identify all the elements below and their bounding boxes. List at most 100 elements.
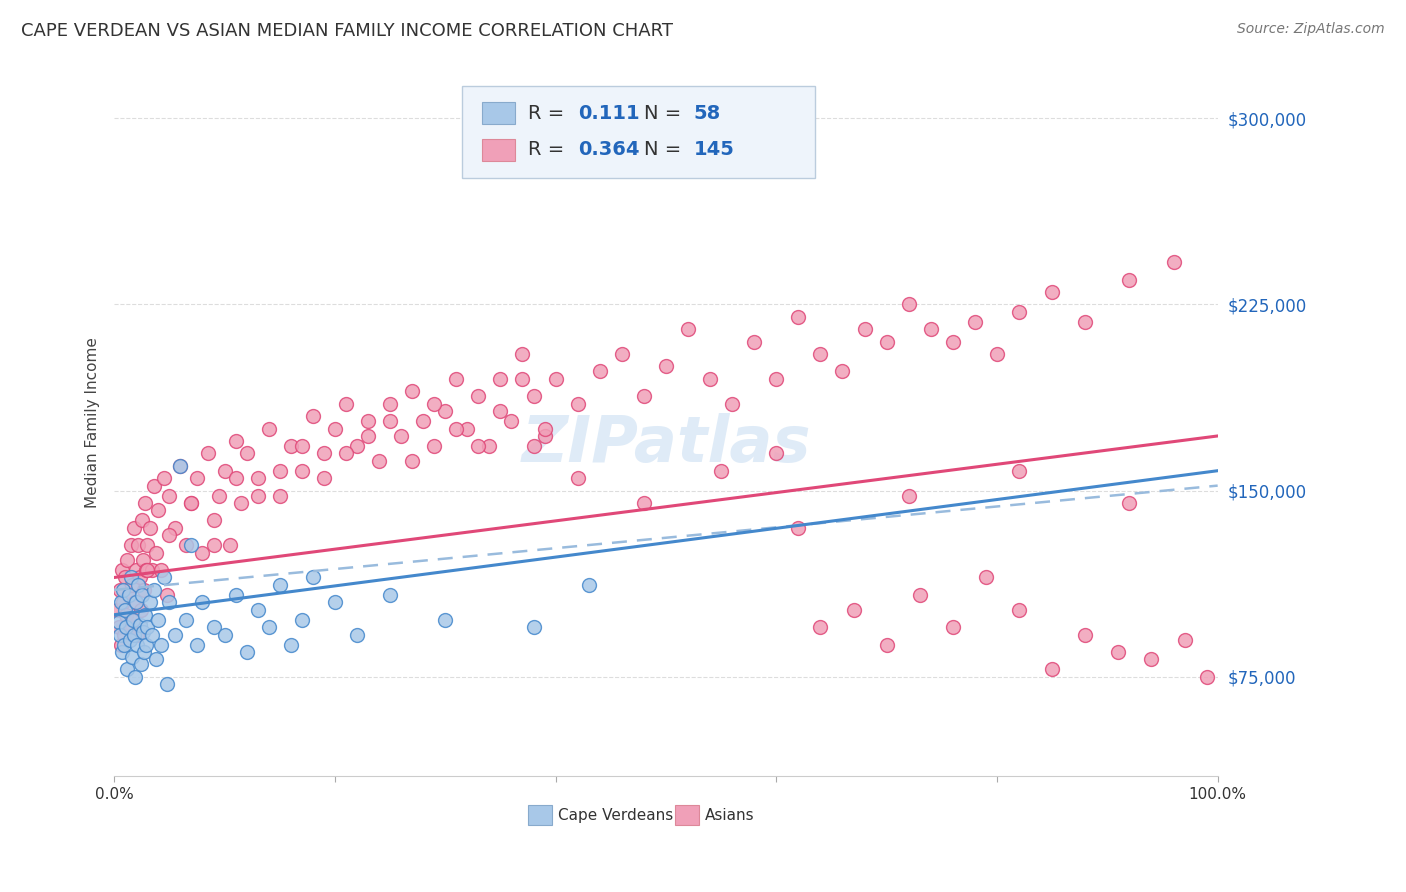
Point: [202, 538, 225, 552]
Text: Source: ZipAtlas.com: Source: ZipAtlas.com: [1237, 22, 1385, 37]
Point: [423, 397, 446, 411]
Point: [114, 570, 136, 584]
Point: [589, 364, 612, 378]
Point: [533, 429, 555, 443]
Point: [942, 620, 965, 634]
Point: [202, 513, 225, 527]
FancyBboxPatch shape: [675, 805, 699, 825]
Point: [115, 607, 138, 622]
Point: [197, 446, 219, 460]
Point: [122, 627, 145, 641]
Text: 0.111: 0.111: [578, 103, 640, 122]
Point: [117, 588, 139, 602]
FancyBboxPatch shape: [482, 138, 515, 161]
Point: [134, 607, 156, 622]
Point: [225, 471, 247, 485]
Point: [186, 471, 208, 485]
Point: [578, 578, 600, 592]
Point: [122, 613, 145, 627]
Point: [135, 563, 157, 577]
Point: [132, 553, 155, 567]
Point: [501, 414, 523, 428]
Text: R =: R =: [529, 103, 564, 122]
Point: [357, 429, 380, 443]
Point: [174, 613, 197, 627]
Point: [1140, 652, 1163, 666]
Point: [357, 414, 380, 428]
Point: [128, 570, 150, 584]
Point: [842, 603, 865, 617]
Point: [908, 588, 931, 602]
Point: [831, 364, 853, 378]
Text: Cape Verdeans: Cape Verdeans: [558, 807, 673, 822]
Point: [389, 429, 412, 443]
Point: [142, 478, 165, 492]
Point: [219, 538, 242, 552]
Point: [138, 521, 160, 535]
Point: [920, 322, 942, 336]
Point: [280, 439, 302, 453]
Point: [156, 677, 179, 691]
Point: [145, 652, 167, 666]
Point: [467, 439, 489, 453]
Point: [157, 595, 180, 609]
Point: [567, 397, 589, 411]
Point: [132, 645, 155, 659]
Text: Asians: Asians: [704, 807, 754, 822]
Point: [120, 538, 142, 552]
Point: [876, 334, 898, 349]
Point: [111, 595, 134, 609]
Point: [132, 625, 155, 640]
Point: [1118, 272, 1140, 286]
Point: [180, 538, 202, 552]
Point: [110, 638, 132, 652]
Point: [269, 578, 291, 592]
Point: [235, 446, 257, 460]
Point: [291, 439, 314, 453]
Point: [489, 372, 512, 386]
Point: [141, 563, 163, 577]
Point: [787, 310, 810, 324]
Point: [478, 439, 501, 453]
Point: [134, 496, 156, 510]
FancyBboxPatch shape: [461, 87, 815, 178]
Point: [246, 603, 269, 617]
Point: [118, 632, 141, 647]
Point: [246, 471, 269, 485]
Point: [156, 588, 179, 602]
Point: [721, 397, 744, 411]
Point: [378, 588, 401, 602]
Point: [897, 297, 920, 311]
Point: [163, 627, 186, 641]
Point: [456, 421, 478, 435]
Point: [169, 458, 191, 473]
Point: [710, 464, 733, 478]
FancyBboxPatch shape: [529, 805, 553, 825]
Point: [378, 397, 401, 411]
Point: [323, 421, 346, 435]
Point: [434, 404, 457, 418]
Point: [1040, 285, 1063, 299]
Point: [108, 627, 131, 641]
Point: [434, 613, 457, 627]
Point: [111, 563, 134, 577]
Point: [633, 389, 655, 403]
Point: [214, 627, 236, 641]
Point: [1163, 255, 1185, 269]
Point: [335, 446, 357, 460]
Point: [125, 595, 148, 609]
Point: [191, 595, 214, 609]
Point: [117, 662, 139, 676]
Text: R =: R =: [529, 140, 564, 160]
Point: [117, 553, 139, 567]
Point: [544, 372, 567, 386]
Point: [1074, 627, 1097, 641]
Point: [169, 458, 191, 473]
Text: N =: N =: [644, 140, 681, 160]
Point: [1174, 632, 1197, 647]
Point: [1008, 603, 1031, 617]
Point: [141, 627, 163, 641]
Point: [246, 489, 269, 503]
Point: [765, 446, 787, 460]
Point: [1074, 315, 1097, 329]
